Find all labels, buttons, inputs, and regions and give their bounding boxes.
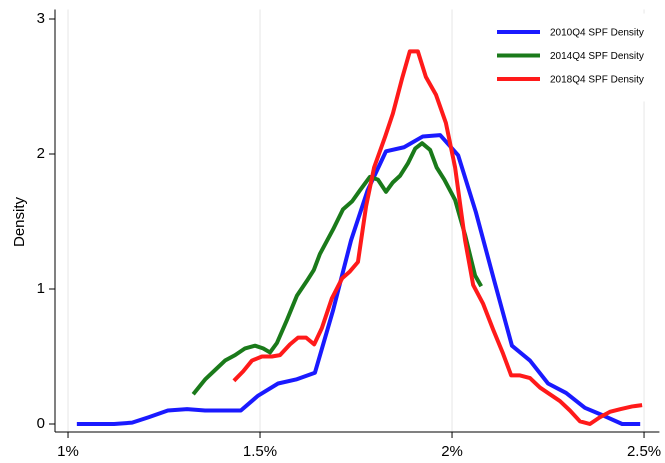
series-line — [191, 141, 483, 396]
y-tick-label: 3 — [37, 10, 45, 27]
y-tick-label: 0 — [37, 415, 45, 432]
legend: 2010Q4 SPF Density 2014Q4 SPF Density 2018… — [486, 13, 659, 102]
legend-label: 2018Q4 SPF Density — [550, 75, 644, 86]
x-tick-label: 1.5% — [243, 443, 277, 460]
legend-label: 2010Q4 SPF Density — [550, 28, 644, 39]
series-line — [232, 49, 643, 426]
series-line — [76, 133, 641, 426]
x-tick-label: 2% — [441, 443, 463, 460]
x-tick-label: 2.5% — [627, 443, 661, 460]
x-tick-label: 1% — [57, 443, 79, 460]
legend-label: 2014Q4 SPF Density — [550, 51, 644, 62]
y-tick-label: 2 — [37, 145, 45, 162]
y-axis-label: Density — [11, 196, 28, 247]
y-tick-label: 1 — [37, 280, 45, 297]
